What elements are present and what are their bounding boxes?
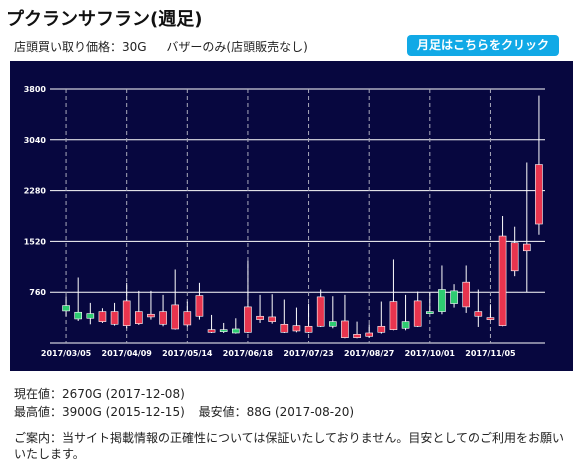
candlestick-chart: 760 1520 2280 3040 3800 2017/03/05 2017/04/09 2… xyxy=(10,61,573,371)
candle-body xyxy=(74,311,83,320)
page-title: プクランサフラン(週足) xyxy=(6,9,203,30)
candle-body xyxy=(316,296,325,327)
candle-body xyxy=(450,290,458,304)
candle-body xyxy=(244,306,252,333)
candle-body xyxy=(280,323,289,333)
x-tick-label: 2017/05/14 xyxy=(162,349,213,358)
candle-body xyxy=(389,301,398,330)
candle-body xyxy=(231,328,240,334)
x-tick-label: 2017/06/18 xyxy=(223,349,274,358)
candle-body xyxy=(377,325,386,333)
candle-body xyxy=(425,311,434,314)
candle-body xyxy=(413,300,422,327)
chart-svg: 760 1520 2280 3040 3800 2017/03/05 2017/04/09 2… xyxy=(24,85,545,358)
candle-body xyxy=(86,313,95,319)
candle-body xyxy=(147,313,155,318)
candle-body xyxy=(256,315,264,320)
candle-body xyxy=(522,243,531,252)
candle-body xyxy=(98,311,107,322)
candle-body xyxy=(438,289,446,312)
disclaimer-notice: ご案内：当サイト掲載情報の正確性については保証いたしておりません。目安としてのご… xyxy=(14,431,564,461)
candle-body xyxy=(122,300,131,326)
x-tick-label: 2017/03/05 xyxy=(41,349,92,358)
y-tick-label: 2280 xyxy=(24,187,47,196)
y-tick-label: 760 xyxy=(29,288,46,297)
candle-body xyxy=(159,311,167,325)
price-stats: 現在値：2670G (2017-12-08) 最高値：3900G (2015-1… xyxy=(14,385,354,421)
highest-price-text: 最高値：3900G (2015-12-15) xyxy=(14,405,185,419)
bazaar-note-text: バザーのみ(店頭販売なし) xyxy=(166,40,308,54)
buy-price-text: 店頭買い取り価格：30G xyxy=(14,40,147,54)
candle-body xyxy=(171,304,180,330)
monthly-chart-button[interactable]: 月足はこちらをクリック xyxy=(407,35,559,56)
candle-body xyxy=(195,295,204,317)
candle-body xyxy=(62,305,70,312)
candle-body xyxy=(292,325,301,332)
info-row: 店頭買い取り価格：30G バザーのみ(店頭販売なし) xyxy=(14,38,308,55)
candle-body xyxy=(353,334,361,338)
y-tick-label: 3800 xyxy=(24,85,47,94)
candle-body xyxy=(498,235,507,326)
candle-body xyxy=(207,329,216,333)
candle-body xyxy=(183,311,192,326)
candle-body xyxy=(535,164,543,225)
candle-body xyxy=(110,311,119,325)
candle-body xyxy=(486,317,495,320)
y-tick-label: 1520 xyxy=(24,237,47,246)
current-price-text: 現在値：2670G (2017-12-08) xyxy=(14,387,185,401)
candle-body xyxy=(134,311,143,324)
candle-body xyxy=(268,316,277,322)
high-low-row: 最高値：3900G (2015-12-15) 最安値：88G (2017-08-… xyxy=(14,403,354,421)
candle-body xyxy=(328,321,337,327)
lowest-price-text: 最安値：88G (2017-08-20) xyxy=(198,405,355,419)
x-tick-label: 2017/10/01 xyxy=(405,349,456,358)
candle-body xyxy=(401,321,410,329)
x-tick-label: 2017/07/23 xyxy=(283,349,333,358)
candle-body xyxy=(474,311,483,317)
x-tick-label: 2017/04/09 xyxy=(102,349,153,358)
candle-body xyxy=(462,281,471,308)
candle-body xyxy=(365,332,374,337)
candle-body xyxy=(219,329,228,332)
candle-body xyxy=(341,320,349,338)
y-tick-label: 3040 xyxy=(24,136,47,145)
x-tick-label: 2017/11/05 xyxy=(465,349,516,358)
x-tick-label: 2017/08/27 xyxy=(344,349,394,358)
candle-body xyxy=(510,242,519,272)
candle-body xyxy=(304,325,313,333)
